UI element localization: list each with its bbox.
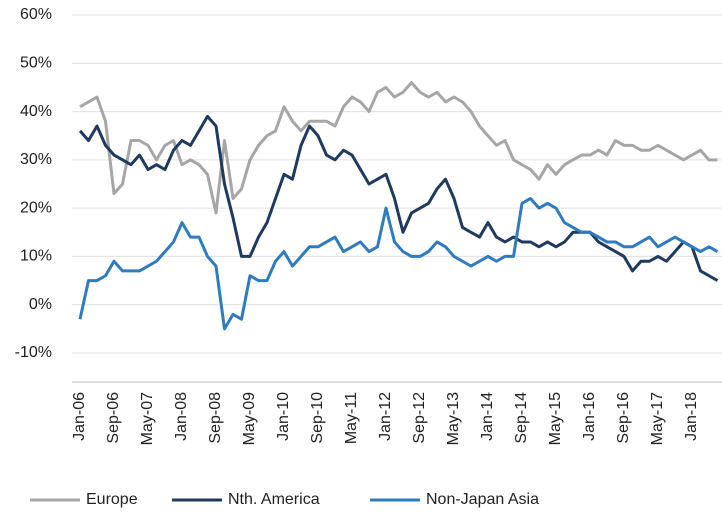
x-tick-label: Jan-08 <box>173 392 190 441</box>
x-tick-label: Jan-06 <box>71 392 88 441</box>
legend-label: Non-Japan Asia <box>426 491 539 508</box>
y-tick-label: 10% <box>20 248 52 265</box>
x-tick-label: Jan-18 <box>683 392 700 441</box>
y-tick-label: 0% <box>29 296 52 313</box>
y-tick-label: 30% <box>20 151 52 168</box>
x-tick-label: Jan-10 <box>275 392 292 441</box>
x-tick-label: Sep-12 <box>411 392 428 444</box>
x-tick-label: May-17 <box>649 392 666 445</box>
series-line <box>79 81 718 215</box>
x-tick-label: May-13 <box>445 392 462 445</box>
legend-label: Europe <box>86 491 138 508</box>
series-line <box>78 114 719 282</box>
y-tick-label: -10% <box>15 344 52 361</box>
x-tick-label: Sep-16 <box>615 392 632 444</box>
x-tick-label: May-09 <box>241 392 258 445</box>
x-tick-label: Jan-16 <box>581 392 598 441</box>
series-line <box>78 196 719 331</box>
y-tick-label: 50% <box>20 55 52 72</box>
x-tick-label: Sep-06 <box>105 392 122 444</box>
x-tick-label: Sep-10 <box>309 392 326 444</box>
x-tick-label: Sep-08 <box>207 392 224 444</box>
x-tick-label: May-15 <box>547 392 564 445</box>
x-tick-label: May-07 <box>139 392 156 445</box>
x-tick-label: May-11 <box>343 392 360 444</box>
x-tick-label: Sep-14 <box>513 392 530 444</box>
y-tick-label: 20% <box>20 199 52 216</box>
y-tick-label: 60% <box>20 6 52 23</box>
x-tick-label: Jan-14 <box>479 392 496 441</box>
x-tick-label: Jan-12 <box>377 392 394 441</box>
legend-label: Nth. America <box>228 491 320 508</box>
y-tick-label: 40% <box>20 103 52 120</box>
